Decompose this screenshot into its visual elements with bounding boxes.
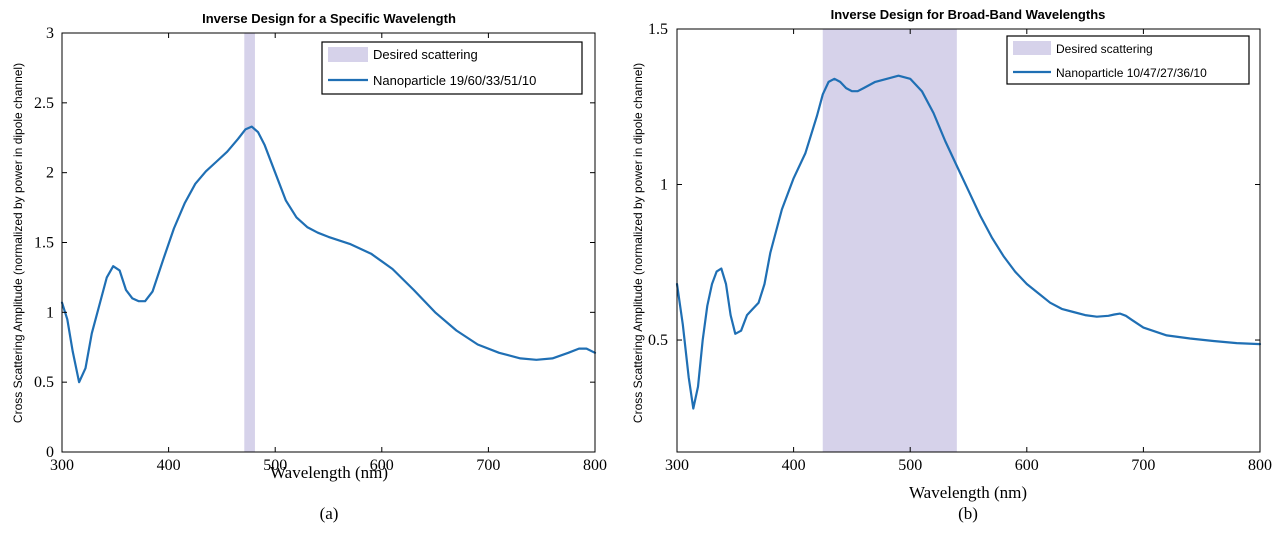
chart-a-plot-frame — [61, 32, 596, 453]
chart-b-title: Inverse Design for Broad-Band Wavelength… — [831, 7, 1106, 22]
chart-a-xlabel: Wavelength (nm) — [270, 463, 388, 482]
chart-b-xtick-label: 400 — [782, 457, 806, 474]
chart-a-ytick-label: 2.5 — [34, 95, 54, 112]
chart-b-desired-band — [822, 29, 957, 452]
chart-b-ytick-label: 0.5 — [648, 332, 668, 349]
chart-a-caption: (a) — [320, 504, 339, 523]
panel-b: Inverse Design for Broad-Band Wavelength… — [631, 7, 1272, 523]
chart-a-series-line — [60, 125, 597, 384]
chart-a-ytick-label: 1.5 — [34, 235, 54, 252]
chart-b-series-line — [675, 74, 1262, 410]
chart-a-ylabel: Cross Scattering Amplitude (normalized b… — [11, 63, 25, 423]
chart-b-legend-series-label: Nanoparticle 10/47/27/36/10 — [1056, 66, 1207, 80]
chart-b-legend-band-swatch — [1013, 41, 1051, 55]
chart-a-desired-band — [244, 33, 255, 452]
chart-a-legend-band-swatch — [328, 47, 368, 62]
chart-a-xtick-label: 700 — [476, 457, 500, 474]
chart-a-ytick-label: 2 — [46, 165, 54, 182]
chart-a-xtick-label: 300 — [50, 457, 74, 474]
panel-a: Inverse Design for a Specific Wavelength… — [11, 11, 607, 523]
chart-a-legend: Desired scattering Nanoparticle 19/60/33… — [321, 41, 583, 95]
chart-a-ytick-label: 0 — [46, 444, 54, 461]
chart-b-ylabel: Cross Scattering Amplitude (normalized b… — [631, 63, 645, 423]
chart-b-xtick-label: 500 — [898, 457, 922, 474]
chart-a-xtick-label: 400 — [157, 457, 181, 474]
chart-a-xtick-label: 600 — [370, 457, 394, 474]
chart-b-xtick-label: 800 — [1248, 457, 1272, 474]
chart-b-xtick-label: 300 — [665, 457, 689, 474]
chart-b-xlabel: Wavelength (nm) — [909, 483, 1027, 502]
chart-b-caption: (b) — [958, 504, 978, 523]
chart-b-xtick-label: 700 — [1131, 457, 1155, 474]
chart-b-plot-frame — [676, 28, 1261, 453]
chart-a-xtick-label: 500 — [263, 457, 287, 474]
chart-a-legend-series-label: Nanoparticle 19/60/33/51/10 — [373, 73, 536, 88]
chart-b-ytick-label: 1 — [660, 177, 668, 194]
chart-b-legend: Desired scattering Nanoparticle 10/47/27… — [1006, 35, 1250, 85]
chart-b-ytick-label: 1.5 — [648, 21, 668, 38]
chart-a-legend-band-label: Desired scattering — [373, 47, 478, 62]
chart-a-ytick-label: 0.5 — [34, 374, 54, 391]
chart-b-legend-band-label: Desired scattering — [1056, 42, 1153, 56]
chart-b-xtick-label: 600 — [1015, 457, 1039, 474]
chart-a-xtick-label: 800 — [583, 457, 607, 474]
chart-a-title: Inverse Design for a Specific Wavelength — [202, 11, 456, 26]
chart-a-ytick-label: 3 — [46, 25, 54, 42]
chart-a-ytick-label: 1 — [46, 304, 54, 321]
